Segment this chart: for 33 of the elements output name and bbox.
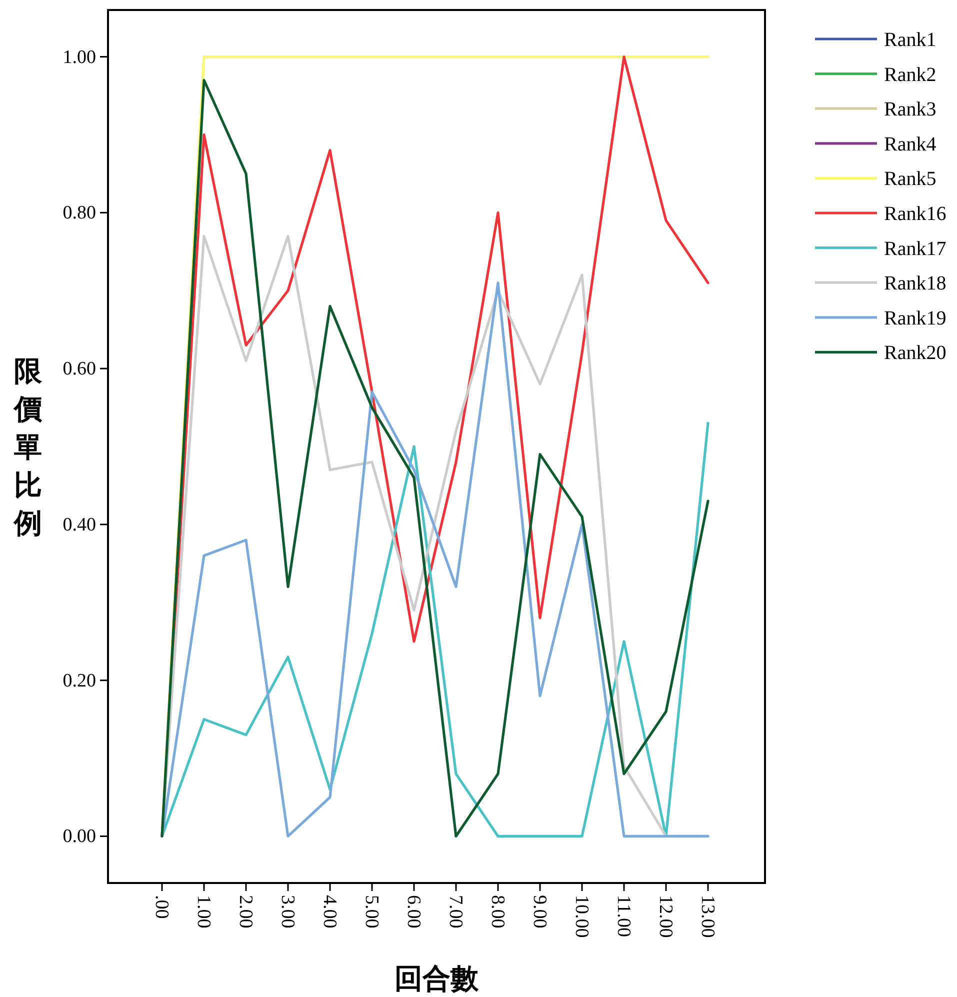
x-axis-title: 回合數	[394, 962, 480, 995]
x-tick-label: 6.00	[403, 895, 424, 928]
x-tick-label: 9.00	[529, 895, 550, 928]
y-tick-label: 0.60	[62, 358, 96, 380]
legend-label: Rank5	[884, 168, 936, 190]
legend-label: Rank3	[884, 98, 936, 121]
legend-label: Rank20	[884, 342, 946, 364]
x-tick-label: 13.00	[697, 895, 718, 938]
y-axis-title: 限價單比例	[13, 354, 43, 540]
y-tick-label: 1.00	[62, 46, 96, 68]
legend-label: Rank2	[884, 64, 936, 86]
y-tick-label: 0.20	[62, 670, 96, 692]
x-tick-label: 7.00	[445, 895, 466, 928]
legend-label: Rank18	[884, 272, 946, 295]
x-tick-label: 10.00	[571, 895, 592, 938]
line-series	[160, 422, 710, 838]
x-tick-label: 5.00	[361, 895, 382, 928]
legend-label: Rank17	[884, 238, 946, 260]
x-tick-label: 3.00	[277, 895, 298, 928]
legend-label: Rank19	[884, 307, 946, 330]
x-tick-label: 2.00	[235, 895, 256, 928]
x-tick-label: 8.00	[487, 895, 508, 928]
legend-label: Rank16	[884, 203, 946, 225]
legend-label: Rank1	[884, 29, 936, 51]
y-tick-label: 0.40	[62, 514, 96, 536]
x-tick-label: 4.00	[319, 895, 340, 928]
legend-label: Rank4	[884, 133, 936, 156]
x-tick-label: .00	[151, 895, 172, 919]
x-tick-label: 12.00	[655, 895, 676, 938]
x-tick-label: 11.00	[613, 895, 634, 938]
x-tick-label: 1.00	[193, 895, 214, 928]
y-tick-label: 0.80	[62, 202, 96, 224]
y-tick-label: 0.00	[62, 826, 96, 848]
